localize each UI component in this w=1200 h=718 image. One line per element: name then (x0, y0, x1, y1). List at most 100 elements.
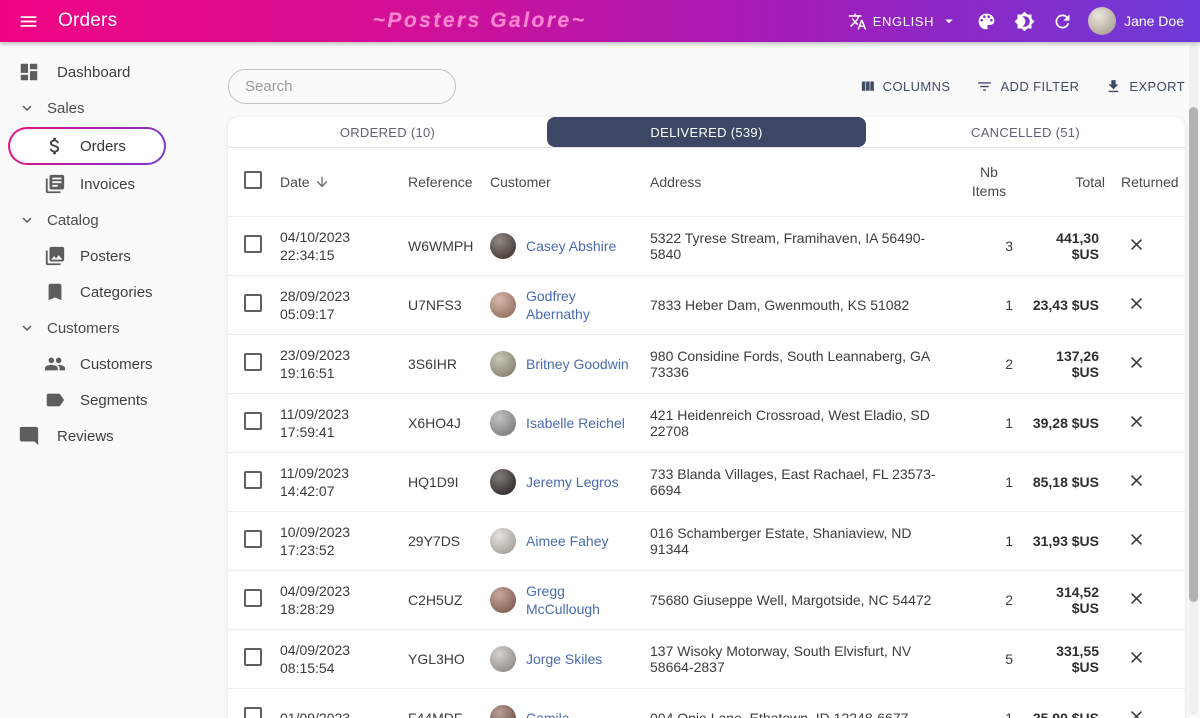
table-row[interactable]: 04/09/2023 08:15:54 YGL3HO Jorge Skiles … (228, 629, 1185, 688)
dark-mode-toggle-icon[interactable] (1008, 5, 1040, 37)
customer-link[interactable]: Gregg McCullough (526, 582, 600, 617)
people-icon (44, 357, 66, 371)
page-title: Orders (58, 10, 118, 31)
order-date: 23/09/2023 (280, 346, 351, 363)
table-row[interactable]: 28/09/2023 05:09:17 U7NFS3 Godfrey Abern… (228, 275, 1185, 334)
theme-palette-icon[interactable] (970, 5, 1002, 37)
customer-avatar (490, 409, 516, 436)
customer-link[interactable]: Godfrey Abernathy (526, 287, 590, 322)
close-icon (1130, 415, 1143, 427)
customer-link[interactable]: Camila (526, 709, 570, 718)
comment-icon (19, 426, 39, 446)
returned-cell (1113, 275, 1185, 334)
customer-link[interactable]: Aimee Fahey (526, 532, 609, 549)
header-returned[interactable]: Returned (1121, 173, 1179, 190)
customer-cell: Jorge Skiles (482, 629, 642, 688)
header-address[interactable]: Address (650, 173, 702, 190)
order-address: 733 Blanda Villages, East Rachael, FL 23… (650, 465, 936, 498)
order-address: 004 Opie Lane, Ethatown, ID 12248-6677 (650, 709, 909, 718)
row-checkbox[interactable] (244, 530, 262, 548)
customer-avatar (490, 586, 516, 613)
toolbar-actions: COLUMNS ADD FILTER EXPORT (859, 78, 1185, 95)
sidebar-item-categories[interactable]: Categories (0, 274, 228, 310)
row-checkbox[interactable] (244, 707, 262, 718)
translate-icon (848, 13, 866, 29)
row-checkbox[interactable] (244, 471, 262, 489)
search-box[interactable] (228, 68, 456, 104)
header-date[interactable]: Date (272, 148, 400, 216)
table-row[interactable]: 01/09/2023 F44MDF Camila 004 Opie Lane, … (228, 688, 1185, 718)
customer-avatar (490, 350, 516, 377)
sidebar-group-customers[interactable]: Customers (0, 310, 228, 346)
close-icon (1130, 238, 1143, 250)
order-total: 314,52 $US (1056, 583, 1099, 616)
order-date-cell: 28/09/2023 05:09:17 (272, 275, 400, 334)
row-select-cell (228, 570, 272, 629)
hamburger-menu-icon[interactable] (12, 5, 44, 37)
order-date: 11/09/2023 (280, 405, 350, 422)
row-select-cell (228, 511, 272, 570)
order-total: 441,30 $US (1056, 229, 1099, 262)
order-date-cell: 04/09/2023 18:28:29 (272, 570, 400, 629)
add-filter-button[interactable]: ADD FILTER (976, 78, 1079, 95)
app-bar: Orders ~Posters Galore~ ENGLISH Jane Doe (0, 0, 1200, 42)
order-reference: U7NFS3 (408, 296, 462, 313)
close-icon (1130, 297, 1143, 309)
customer-cell: Casey Abshire (482, 216, 642, 275)
table-row[interactable]: 04/10/2023 22:34:15 W6WMPH Casey Abshire… (228, 216, 1185, 275)
select-all-checkbox[interactable] (244, 171, 262, 190)
customer-link[interactable]: Casey Abshire (526, 237, 617, 254)
sidebar-item-dashboard[interactable]: Dashboard (0, 54, 228, 90)
row-checkbox[interactable] (244, 353, 262, 371)
order-time: 22:34:15 (280, 246, 335, 263)
language-selector[interactable]: ENGLISH (842, 8, 964, 35)
customer-link[interactable]: Jorge Skiles (526, 650, 603, 667)
sort-desc-icon (316, 176, 327, 188)
sidebar-item-invoices[interactable]: Invoices (0, 166, 228, 202)
search-input[interactable] (245, 77, 444, 95)
customer-link[interactable]: Jeremy Legros (526, 473, 619, 490)
brand-logo: ~Posters Galore~ (372, 9, 587, 32)
tab-delivered[interactable]: DELIVERED (539) (547, 117, 866, 147)
order-reference: W6WMPH (408, 237, 474, 254)
sidebar-item-reviews[interactable]: Reviews (0, 418, 228, 454)
row-checkbox[interactable] (244, 412, 262, 430)
sidebar-item-customers[interactable]: Customers (0, 346, 228, 382)
refresh-icon[interactable] (1046, 5, 1078, 37)
sidebar-item-posters[interactable]: Posters (0, 238, 228, 274)
customer-link[interactable]: Isabelle Reichel (526, 414, 625, 431)
customer-link[interactable]: Britney Goodwin (526, 355, 629, 372)
export-button[interactable]: EXPORT (1105, 78, 1185, 95)
tab-cancelled[interactable]: CANCELLED (51) (971, 124, 1080, 140)
sidebar-item-orders-selected[interactable]: Orders (8, 127, 166, 165)
customer-cell: Britney Goodwin (482, 334, 642, 393)
user-menu[interactable]: Jane Doe (1088, 7, 1184, 35)
sidebar-item-segments[interactable]: Segments (0, 382, 228, 418)
order-reference: HQ1D9I (408, 473, 459, 490)
table-row[interactable]: 11/09/2023 14:42:07 HQ1D9I Jeremy Legros… (228, 452, 1185, 511)
customer-avatar (490, 704, 516, 718)
row-checkbox[interactable] (244, 235, 262, 253)
row-checkbox[interactable] (244, 589, 262, 607)
order-nb-items: 3 (1005, 237, 1013, 254)
customer-cell: Godfrey Abernathy (482, 275, 642, 334)
table-row[interactable]: 23/09/2023 19:16:51 3S6IHR Britney Goodw… (228, 334, 1185, 393)
table-row[interactable]: 11/09/2023 17:59:41 X6HO4J Isabelle Reic… (228, 393, 1185, 452)
tab-ordered[interactable]: ORDERED (10) (339, 124, 436, 140)
header-reference[interactable]: Reference (408, 173, 473, 190)
sidebar-group-sales[interactable]: Sales (0, 90, 228, 126)
columns-button[interactable]: COLUMNS (859, 78, 951, 95)
table-row[interactable]: 10/09/2023 17:23:52 29Y7DS Aimee Fahey 0… (228, 511, 1185, 570)
row-checkbox[interactable] (244, 294, 262, 312)
scrollbar-thumb[interactable] (1189, 107, 1198, 602)
header-total[interactable]: Total (1075, 173, 1105, 190)
header-nb-items[interactable]: Nb Items (971, 163, 1007, 199)
sidebar-group-catalog[interactable]: Catalog (0, 202, 228, 238)
row-checkbox[interactable] (244, 648, 262, 666)
table-row[interactable]: 04/09/2023 18:28:29 C2H5UZ Gregg McCullo… (228, 570, 1185, 629)
order-date-cell: 23/09/2023 19:16:51 (272, 334, 400, 393)
order-nb-items: 2 (1005, 591, 1013, 608)
scrollbar-track[interactable] (1189, 45, 1198, 715)
header-customer[interactable]: Customer (490, 173, 551, 190)
order-time: 17:59:41 (280, 423, 335, 440)
